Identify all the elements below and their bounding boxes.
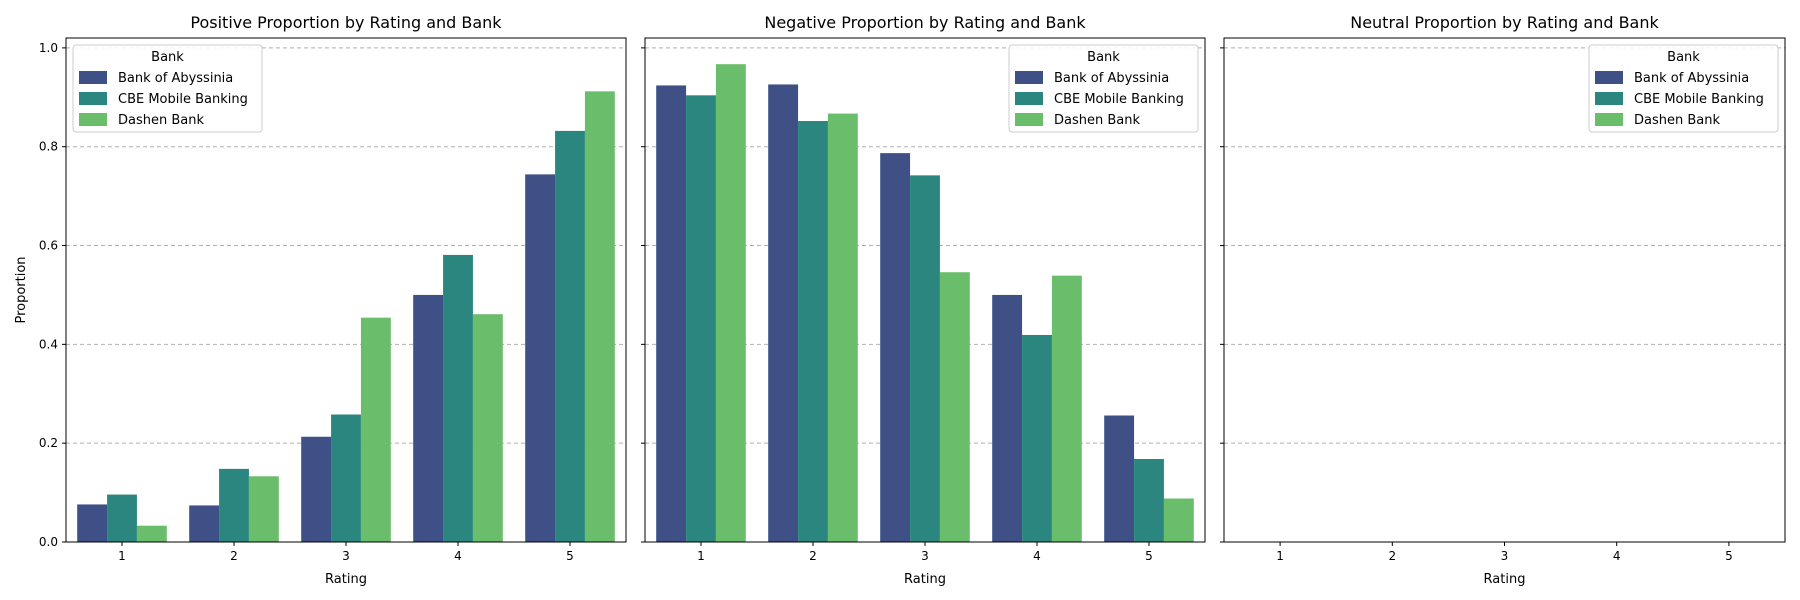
legend-swatch	[79, 113, 107, 126]
legend-box	[1008, 44, 1199, 133]
legend-title: Bank	[1087, 50, 1120, 65]
bar-3-2	[248, 476, 279, 542]
x-axis-label: Rating	[325, 572, 367, 587]
legend-swatch	[79, 71, 107, 84]
y-tick-label: 0.0	[39, 535, 58, 549]
bar-2-3	[331, 414, 361, 542]
x-tick-label: 3	[921, 549, 929, 563]
legend-item-label: Dashen Bank	[118, 113, 204, 128]
y-tick-label: 0.6	[39, 239, 58, 253]
bar-3-4	[1051, 275, 1082, 542]
y-tick-label: 0.2	[39, 436, 58, 450]
bar-1-2	[768, 84, 799, 543]
chart-panel-3: 1 2 3 4 5 Neutral Proportion by Rating and Ba…	[1220, 13, 1786, 587]
bar-3-3	[939, 272, 970, 542]
bar-2-4	[1022, 334, 1052, 542]
legend-swatch	[1595, 71, 1623, 84]
x-tick-label: 3	[1501, 549, 1509, 563]
legend: Bank Bank of Abyssinia CBE Mobile Banking D…	[1588, 44, 1779, 133]
x-tick-label: 5	[1725, 549, 1733, 563]
x-tick-label: 5	[566, 549, 574, 563]
legend-swatch	[1595, 113, 1623, 126]
bar-2-5	[555, 130, 585, 543]
chart-panel-1: 0.0 0.2 0.4 0.6 0.8 1.0 1 2 3 4 5 Positive Proporti…	[14, 13, 627, 587]
bar-2-5	[1134, 458, 1164, 542]
legend-item-label: Bank of Abyssinia	[1634, 71, 1749, 86]
bar-1-5	[525, 174, 556, 542]
bar-3-3	[360, 317, 391, 542]
legend-box	[72, 44, 263, 133]
bar-1-5	[1104, 415, 1135, 542]
chart-title: Negative Proportion by Rating and Bank	[764, 13, 1086, 32]
x-tick-label: 1	[118, 549, 126, 563]
legend-item-label: CBE Mobile Banking	[1634, 92, 1764, 107]
chart-title: Positive Proportion by Rating and Bank	[190, 13, 502, 32]
bar-3-5	[584, 91, 615, 542]
x-tick-label: 2	[809, 549, 817, 563]
bar-1-2	[189, 505, 220, 542]
legend-title: Bank	[151, 50, 184, 65]
bar-3-5	[1163, 498, 1194, 542]
x-axis-label: Rating	[904, 572, 946, 587]
x-tick-label: 5	[1145, 549, 1153, 563]
x-tick-label: 1	[1276, 549, 1284, 563]
bar-1-1	[656, 85, 687, 542]
legend-item-label: Bank of Abyssinia	[118, 71, 233, 86]
x-axis-label: Rating	[1484, 572, 1526, 587]
legend: Bank Bank of Abyssinia CBE Mobile Banking D…	[72, 44, 263, 133]
bar-2-3	[910, 175, 940, 543]
legend: Bank Bank of Abyssinia CBE Mobile Banking D…	[1008, 44, 1199, 133]
axes-frame	[1223, 37, 1786, 543]
legend-item-label: Bank of Abyssinia	[1054, 71, 1169, 86]
legend-swatch	[1015, 113, 1043, 126]
legend-title: Bank	[1667, 50, 1700, 65]
y-axis-label: Proportion	[14, 256, 29, 323]
y-tick-label: 0.8	[39, 140, 58, 154]
chart-panel-2: 1 2 3 4 5 Negative Proportion by Rating and B…	[641, 13, 1206, 587]
x-tick-label: 4	[1033, 549, 1041, 563]
x-tick-label: 2	[230, 549, 238, 563]
bar-3-2	[827, 113, 858, 542]
x-tick-label: 2	[1388, 549, 1396, 563]
bar-1-1	[77, 504, 108, 542]
legend-item-label: Dashen Bank	[1634, 113, 1720, 128]
legend-item-label: CBE Mobile Banking	[118, 92, 248, 107]
legend-item-label: CBE Mobile Banking	[1054, 92, 1184, 107]
legend-swatch	[1015, 71, 1043, 84]
axes-frame	[65, 37, 627, 543]
bar-3-1	[136, 525, 167, 542]
bar-1-3	[301, 436, 332, 542]
bar-3-1	[715, 64, 746, 542]
chart-title: Neutral Proportion by Rating and Bank	[1350, 13, 1659, 32]
legend-swatch	[79, 92, 107, 105]
bar-2-2	[798, 121, 828, 542]
x-tick-label: 1	[697, 549, 705, 563]
legend-box	[1588, 44, 1779, 133]
bar-2-1	[686, 95, 716, 542]
legend-item-label: Dashen Bank	[1054, 113, 1140, 128]
y-tick-label: 1.0	[39, 41, 58, 55]
bar-2-4	[443, 254, 473, 542]
bar-1-3	[880, 153, 911, 543]
bar-3-4	[472, 314, 503, 542]
x-tick-label: 4	[454, 549, 462, 563]
x-tick-label: 3	[342, 549, 350, 563]
legend-swatch	[1595, 92, 1623, 105]
y-tick-label: 0.4	[39, 337, 58, 351]
bar-2-2	[219, 468, 249, 542]
bar-1-4	[992, 294, 1023, 542]
bar-1-4	[413, 294, 444, 542]
legend-swatch	[1015, 92, 1043, 105]
bar-2-1	[107, 494, 137, 542]
axes-frame	[644, 37, 1206, 543]
x-tick-label: 4	[1613, 549, 1621, 563]
